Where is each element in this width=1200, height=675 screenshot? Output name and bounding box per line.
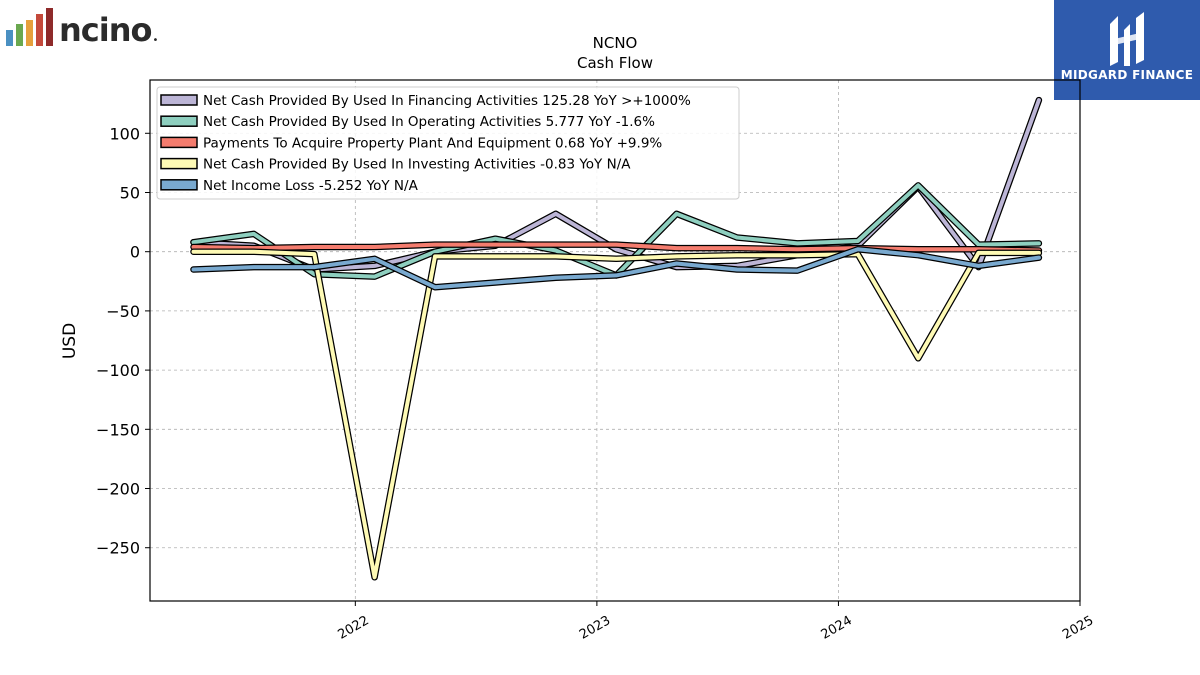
plot-frame bbox=[149, 79, 1081, 602]
midgard-logo-text: MIDGARD FINANCE bbox=[1060, 68, 1194, 82]
midgard-logo-icon bbox=[1110, 12, 1144, 66]
legend-swatch-4 bbox=[160, 179, 198, 191]
series-line-2 bbox=[191, 242, 1041, 253]
series-line-4 bbox=[191, 247, 1041, 290]
legend-swatch-3 bbox=[160, 157, 198, 170]
y-tick-label: 100 bbox=[109, 124, 140, 143]
ncino-registered-mark: • bbox=[152, 35, 159, 46]
series-lines bbox=[190, 96, 1043, 581]
legend-swatch-2 bbox=[160, 136, 198, 149]
legend-swatch-0 bbox=[160, 94, 198, 106]
chart-subtitle: Cash Flow bbox=[577, 54, 653, 72]
y-tick-label: 50 bbox=[120, 183, 140, 202]
y-tick-label: 0 bbox=[130, 243, 140, 262]
x-tick-label: 2025 bbox=[1060, 613, 1096, 643]
ncino-logo: ncino • bbox=[6, 6, 158, 46]
y-axis-label: USD bbox=[60, 323, 80, 359]
legend-box bbox=[156, 86, 740, 200]
ncino-bars-icon bbox=[6, 8, 53, 46]
legend-label-0: Net Cash Provided By Used In Financing A… bbox=[203, 93, 691, 109]
legend-label-2: Payments To Acquire Property Plant And E… bbox=[203, 135, 662, 151]
x-tick-label: 2022 bbox=[335, 613, 371, 643]
y-tick-label: −100 bbox=[96, 361, 140, 380]
legend-label-3: Net Cash Provided By Used In Investing A… bbox=[203, 157, 631, 173]
ncino-logo-text: ncino bbox=[59, 11, 152, 49]
y-tick-label: −250 bbox=[96, 539, 140, 558]
legend-label-4: Net Income Loss -5.252 YoY N/A bbox=[203, 178, 419, 194]
x-tick-label: 2023 bbox=[577, 613, 613, 643]
x-tick-label: 2024 bbox=[819, 613, 855, 643]
y-tick-label: −50 bbox=[106, 302, 140, 321]
chart-title: NCNO bbox=[593, 34, 638, 52]
midgard-finance-watermark: MIDGARD FINANCE bbox=[1054, 0, 1200, 100]
axis-ticks: 100 50 0 −50 −100 −150 −200 −250 2022 2023 2024 202… bbox=[96, 124, 1096, 642]
legend-label-1: Net Cash Provided By Used In Operating A… bbox=[203, 114, 655, 130]
series-line-3 bbox=[191, 249, 1041, 580]
legend: Net Cash Provided By Used In Financing A… bbox=[156, 86, 740, 200]
legend-swatch-1 bbox=[160, 115, 198, 127]
series-outline-3 bbox=[190, 248, 1043, 581]
y-tick-label: −200 bbox=[96, 480, 140, 499]
y-tick-label: −150 bbox=[96, 420, 140, 439]
